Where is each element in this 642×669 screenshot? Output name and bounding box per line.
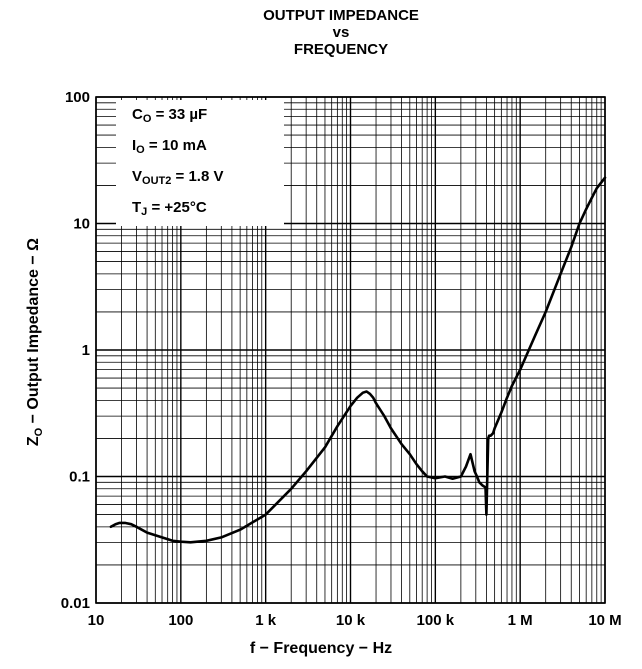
condition-co-sub: O [142, 113, 152, 125]
x-tick-label: 100 [168, 612, 193, 629]
condition-vout2: VOUT2 = 1.8 V [132, 168, 223, 187]
x-tick-label: 1 k [255, 612, 277, 629]
condition-io-rest: = 10 mA [144, 137, 207, 154]
chart-title-line-3: FREQUENCY [293, 41, 389, 58]
x-tick-label: 10 k [336, 612, 366, 629]
condition-vout2-rest: = 1.8 V [171, 168, 224, 185]
condition-co: CO = 33 µF [132, 106, 207, 125]
x-axis-label: f − Frequency − Hz [249, 640, 393, 657]
plot-frame [95, 96, 606, 604]
y-axis-label: ZO − Output Impedance − Ω [25, 157, 45, 527]
conditions-legend: CO = 33 µF IO = 10 mA VOUT2 = 1.8 V TJ =… [116, 100, 284, 226]
condition-io-sub: O [136, 144, 145, 156]
condition-tj-rest: = +25°C [147, 199, 207, 216]
y-tick-label: 10 [73, 216, 90, 233]
y-axis-label-sub: O [33, 427, 46, 437]
condition-io: IO = 10 mA [132, 137, 207, 156]
y-tick-label: 100 [65, 89, 90, 106]
condition-tj: TJ = +25°C [132, 199, 207, 218]
condition-vout2-main: V [132, 168, 143, 185]
chart-title-line-2: vs [332, 24, 350, 41]
x-tick-label: 10 [88, 612, 105, 629]
y-axis-label-rest: − Output Impedance − Ω [24, 238, 42, 428]
condition-vout2-sub: OUT2 [142, 175, 172, 187]
y-tick-label: 0.01 [61, 595, 90, 612]
chart-title-line-1: OUTPUT IMPEDANCE [263, 7, 419, 24]
x-tick-label: 1 M [508, 612, 533, 629]
condition-io-main: I [132, 137, 137, 154]
impedance-curve [109, 176, 607, 544]
condition-tj-sub: J [141, 206, 148, 218]
condition-tj-main: T [132, 199, 142, 216]
condition-co-rest: = 33 µF [151, 106, 208, 123]
x-tick-label: 100 k [417, 612, 455, 629]
condition-co-main: C [132, 106, 143, 123]
y-axis-label-main: Z [24, 436, 42, 447]
y-tick-label: 0.1 [69, 469, 90, 486]
x-tick-label: 10 M [588, 612, 621, 629]
y-tick-label: 1 [82, 342, 90, 359]
